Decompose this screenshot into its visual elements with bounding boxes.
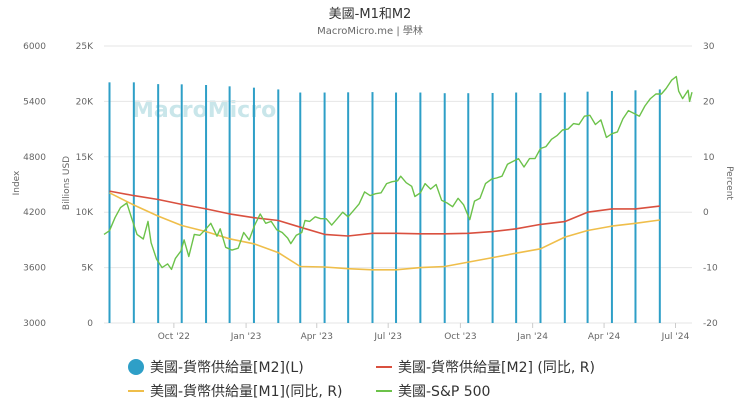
m1-yoy-line [109, 192, 660, 271]
chart-title: 美國-M1和M2 [329, 7, 412, 22]
m2-bar [323, 92, 326, 323]
index-tick-label: 6000 [23, 42, 46, 52]
index-axis-title: Index [12, 170, 22, 195]
percent-axis-title: Percent [724, 166, 734, 200]
watermark-text: MacroMicro [132, 98, 276, 123]
m2-bar [563, 92, 566, 323]
m2-bar [395, 92, 398, 323]
index-tick-label: 3600 [23, 264, 46, 274]
m2-bar [132, 82, 135, 323]
x-tick-label: Oct '22 [158, 332, 190, 342]
legend-label-m2-level: 美國-貨幣供給量[M2](L) [150, 359, 304, 376]
sp500-line [103, 75, 693, 271]
m2-bar [467, 93, 470, 323]
m2-bar [610, 90, 613, 323]
billions-tick-label: 25K [76, 42, 94, 52]
percent-tick-label: -10 [703, 264, 718, 274]
x-tick-label: Oct '23 [444, 332, 476, 342]
percent-tick-label: 0 [703, 208, 709, 218]
m2-bar [371, 92, 374, 323]
billions-tick-label: 15K [76, 153, 94, 163]
legend-item-m1-yoy[interactable]: 美國-貨幣供給量[M1](同比, R) [128, 383, 343, 400]
percent-tick-label: 10 [703, 153, 715, 163]
m2-bar [299, 92, 302, 323]
x-tick-label: Jul '23 [373, 332, 402, 342]
m2-bar [443, 93, 446, 323]
index-tick-label: 3000 [23, 319, 46, 329]
m2-bar [634, 90, 637, 323]
x-tick-label: Apr '24 [588, 332, 621, 342]
index-tick-label: 4800 [23, 153, 46, 163]
billions-axis-title: Billions USD [62, 156, 72, 210]
x-tick-label: Jan '24 [516, 332, 548, 342]
billions-tick-label: 5K [81, 264, 94, 274]
percent-tick-label: 30 [703, 42, 715, 52]
gridlines [104, 45, 692, 324]
legend-label-m1-yoy: 美國-貨幣供給量[M1](同比, R) [150, 383, 343, 400]
legend-item-m2-yoy[interactable]: 美國-貨幣供給量[M2] (同比, R) [376, 359, 595, 376]
m2-bar [252, 87, 255, 323]
m2-bar [347, 92, 350, 324]
index-tick-label: 5400 [23, 97, 46, 107]
legend-item-m2-level[interactable]: 美國-貨幣供給量[M2](L) [128, 359, 304, 376]
x-tick-label: Jul '24 [661, 332, 690, 342]
m2-yoy-line [109, 190, 660, 237]
legend: 美國-貨幣供給量[M2](L) 美國-貨幣供給量[M2] (同比, R) 美國-… [128, 359, 595, 400]
m2-bar [228, 86, 231, 323]
m2-bar [539, 92, 542, 323]
axis-ticks: 6000 25K 30 5400 20K 20 4800 15K 10 4200 10K 0 3600 5… [23, 42, 718, 342]
legend-item-sp500[interactable]: 美國-S&P 500 [376, 384, 490, 400]
m2-bar [157, 84, 160, 323]
x-tick-label: Jan '23 [230, 332, 262, 342]
m2-bar [205, 85, 208, 323]
billions-tick-label: 10K [76, 208, 94, 218]
m2-bar [515, 92, 518, 323]
legend-label-m2-yoy: 美國-貨幣供給量[M2] (同比, R) [398, 359, 595, 376]
m2-bar [586, 91, 589, 323]
legend-marker-m2-level [128, 359, 144, 375]
chart-subtitle: MacroMicro.me | 學林 [317, 24, 423, 37]
x-tick-label: Apr '23 [301, 332, 333, 342]
percent-tick-label: 20 [703, 97, 715, 107]
m2-bar [277, 89, 280, 324]
series-lines [103, 75, 693, 271]
billions-tick-label: 20K [76, 97, 94, 107]
percent-tick-label: -20 [703, 319, 718, 329]
m2-bar [419, 92, 422, 323]
legend-label-sp500: 美國-S&P 500 [398, 384, 490, 400]
billions-tick-label: 0 [87, 319, 93, 329]
m2-bar [108, 82, 111, 323]
m2-bar [491, 92, 494, 323]
index-tick-label: 4200 [23, 208, 46, 218]
